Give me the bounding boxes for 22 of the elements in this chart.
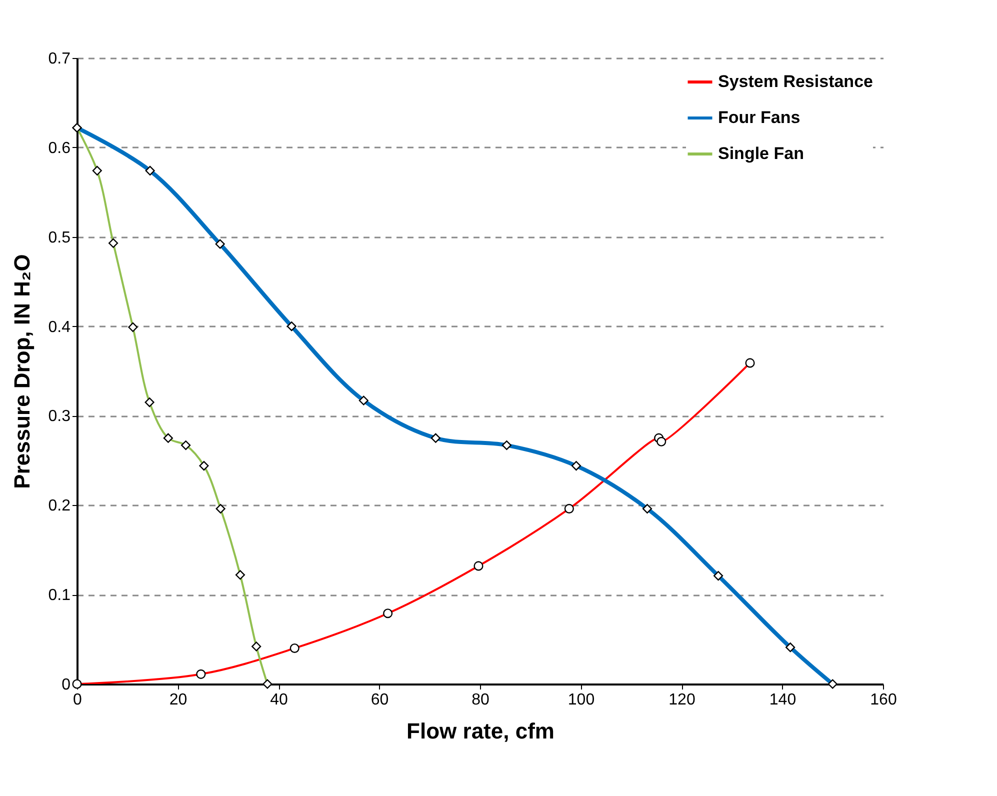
x-tick-label: 80 [472, 692, 490, 708]
legend-label: Four Fans [718, 108, 800, 127]
x-tick-label: 60 [370, 692, 389, 708]
y-tick-label: 0 [62, 676, 71, 694]
y-tick-label: 0.2 [48, 498, 71, 515]
y-tick-label: 0.4 [48, 318, 71, 336]
legend-label: Single Fan [718, 144, 804, 163]
x-tick-label: 160 [870, 692, 897, 708]
x-tick-label: 0 [73, 692, 82, 708]
x-tick-label: 20 [169, 692, 188, 708]
y-tick-label: 0.3 [48, 408, 71, 426]
y-tick-label: 0.7 [48, 50, 71, 68]
y-tick-label: 0.1 [48, 587, 71, 604]
x-tick-label: 40 [270, 692, 288, 708]
legend-label: System Resistance [718, 72, 873, 91]
x-tick-label: 100 [568, 692, 595, 708]
x-tick-label: 120 [668, 692, 696, 708]
y-axis-title: Pressure Drop, IN H₂O [9, 254, 34, 489]
y-tick-label: 0.5 [48, 229, 71, 246]
x-axis-title: Flow rate, cfm [406, 718, 554, 744]
x-tick-label: 140 [769, 692, 796, 708]
y-tick-label: 0.6 [48, 140, 71, 157]
